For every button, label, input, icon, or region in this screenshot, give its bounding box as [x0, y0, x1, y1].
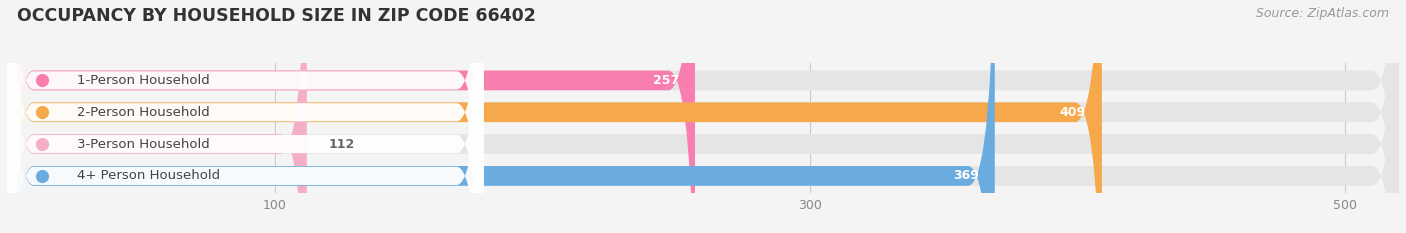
Point: [31, 142, 53, 146]
Text: 257: 257: [652, 74, 679, 87]
FancyBboxPatch shape: [7, 0, 484, 233]
Text: 112: 112: [328, 137, 354, 151]
FancyBboxPatch shape: [7, 0, 695, 233]
FancyBboxPatch shape: [7, 0, 1399, 233]
FancyBboxPatch shape: [7, 0, 995, 233]
Point: [31, 110, 53, 114]
FancyBboxPatch shape: [7, 0, 484, 233]
FancyBboxPatch shape: [7, 0, 1399, 233]
FancyBboxPatch shape: [7, 0, 307, 233]
Text: 4+ Person Household: 4+ Person Household: [77, 169, 219, 182]
FancyBboxPatch shape: [7, 0, 484, 233]
Text: OCCUPANCY BY HOUSEHOLD SIZE IN ZIP CODE 66402: OCCUPANCY BY HOUSEHOLD SIZE IN ZIP CODE …: [17, 7, 536, 25]
Text: 3-Person Household: 3-Person Household: [77, 137, 209, 151]
Text: 2-Person Household: 2-Person Household: [77, 106, 209, 119]
FancyBboxPatch shape: [7, 0, 484, 233]
FancyBboxPatch shape: [7, 0, 1399, 233]
Text: 1-Person Household: 1-Person Household: [77, 74, 209, 87]
Point: [31, 174, 53, 178]
Text: Source: ZipAtlas.com: Source: ZipAtlas.com: [1256, 7, 1389, 20]
Point: [31, 79, 53, 82]
FancyBboxPatch shape: [7, 0, 1102, 233]
Text: 369: 369: [953, 169, 979, 182]
Text: 409: 409: [1060, 106, 1085, 119]
FancyBboxPatch shape: [7, 0, 1399, 233]
